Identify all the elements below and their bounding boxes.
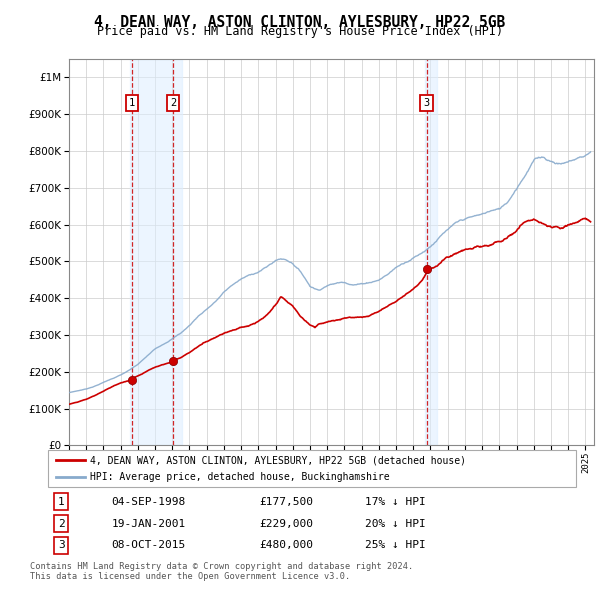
Text: Contains HM Land Registry data © Crown copyright and database right 2024.
This d: Contains HM Land Registry data © Crown c… xyxy=(30,562,413,581)
Text: £480,000: £480,000 xyxy=(259,540,313,550)
Text: 2: 2 xyxy=(170,98,176,108)
Bar xyxy=(425,59,437,445)
Text: 3: 3 xyxy=(424,98,430,108)
Text: 20% ↓ HPI: 20% ↓ HPI xyxy=(365,519,425,529)
Text: 1: 1 xyxy=(58,497,65,507)
FancyBboxPatch shape xyxy=(48,450,576,487)
Text: £177,500: £177,500 xyxy=(259,497,313,507)
Text: 4, DEAN WAY, ASTON CLINTON, AYLESBURY, HP22 5GB (detached house): 4, DEAN WAY, ASTON CLINTON, AYLESBURY, H… xyxy=(90,455,466,465)
Bar xyxy=(130,59,182,445)
Text: £229,000: £229,000 xyxy=(259,519,313,529)
Text: 08-OCT-2015: 08-OCT-2015 xyxy=(112,540,185,550)
Text: 19-JAN-2001: 19-JAN-2001 xyxy=(112,519,185,529)
Text: 1: 1 xyxy=(129,98,135,108)
Text: 3: 3 xyxy=(58,540,65,550)
Text: 04-SEP-1998: 04-SEP-1998 xyxy=(112,497,185,507)
Text: 4, DEAN WAY, ASTON CLINTON, AYLESBURY, HP22 5GB: 4, DEAN WAY, ASTON CLINTON, AYLESBURY, H… xyxy=(94,15,506,30)
Text: Price paid vs. HM Land Registry's House Price Index (HPI): Price paid vs. HM Land Registry's House … xyxy=(97,25,503,38)
Text: 2: 2 xyxy=(58,519,65,529)
Text: 25% ↓ HPI: 25% ↓ HPI xyxy=(365,540,425,550)
Text: 17% ↓ HPI: 17% ↓ HPI xyxy=(365,497,425,507)
Text: HPI: Average price, detached house, Buckinghamshire: HPI: Average price, detached house, Buck… xyxy=(90,472,390,482)
